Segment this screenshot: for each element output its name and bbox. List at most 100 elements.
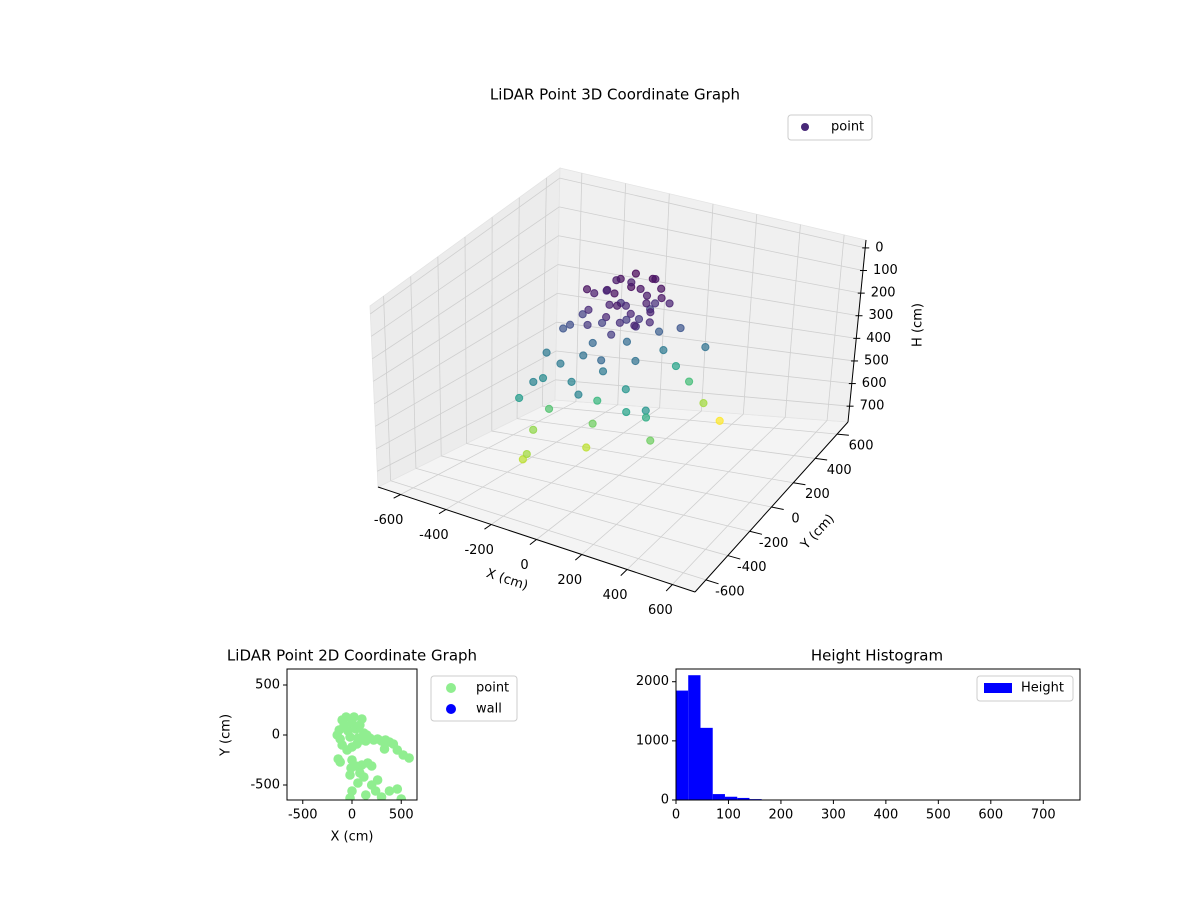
tick-mark <box>620 569 628 576</box>
point <box>345 732 355 742</box>
bar <box>688 675 701 800</box>
y-tick-label: 400 <box>827 463 852 478</box>
bar <box>676 690 689 800</box>
bar <box>737 797 750 800</box>
x-tick-label: -200 <box>464 543 494 558</box>
tick-mark <box>574 554 583 561</box>
point <box>345 793 355 800</box>
point <box>622 315 631 324</box>
grid-line <box>373 264 559 382</box>
bar <box>724 796 738 800</box>
point <box>574 390 583 399</box>
tick-mark <box>529 539 537 546</box>
point <box>671 361 681 371</box>
y-tick-label: 2000 <box>636 674 669 689</box>
point <box>642 291 652 300</box>
point <box>641 406 650 415</box>
point <box>622 407 631 417</box>
y-tick-label: 0 <box>272 728 280 743</box>
point <box>597 356 606 365</box>
grid-line <box>466 443 772 508</box>
point <box>610 289 619 298</box>
y-tick-label: 0 <box>661 793 669 808</box>
tick-mark <box>837 433 849 436</box>
point <box>590 289 599 298</box>
y-axis-label: Y (cm) <box>219 714 234 757</box>
point <box>357 714 367 724</box>
point <box>396 794 407 800</box>
point <box>529 377 538 387</box>
tick-mark <box>771 506 784 511</box>
point <box>621 301 631 310</box>
chart-title: LiDAR Point 2D Coordinate Graph <box>227 647 477 665</box>
x-tick-label: -400 <box>419 528 449 543</box>
legend-box <box>976 675 1074 702</box>
point <box>626 309 635 318</box>
point <box>602 313 611 322</box>
z-tick-label: 100 <box>873 263 898 278</box>
point <box>372 775 383 785</box>
point <box>515 393 524 403</box>
point <box>360 790 371 800</box>
tick-mark <box>438 509 447 515</box>
y-tick-label: -200 <box>759 536 789 551</box>
grid-line <box>377 379 556 472</box>
grid-line <box>371 206 560 337</box>
point <box>597 318 607 328</box>
chart-title: LiDAR Point 3D Coordinate Graph <box>490 86 740 104</box>
point <box>641 413 651 422</box>
tick-mark <box>727 555 741 560</box>
point <box>584 305 593 314</box>
point <box>529 425 538 434</box>
x-tick-label: 0 <box>520 558 528 573</box>
point <box>701 343 710 352</box>
grid-line <box>559 177 866 249</box>
point <box>582 285 592 294</box>
point <box>615 318 624 327</box>
point <box>346 763 356 773</box>
point <box>630 321 639 330</box>
point <box>384 786 395 796</box>
point <box>567 377 576 386</box>
point <box>366 761 377 771</box>
point <box>646 436 655 445</box>
point <box>582 443 591 452</box>
point <box>593 396 602 405</box>
point <box>657 284 666 293</box>
point <box>621 385 630 394</box>
point <box>676 323 685 333</box>
legend-label: point <box>476 681 509 696</box>
x-tick-label: 200 <box>557 573 582 588</box>
point <box>684 377 694 386</box>
x-tick-label: -500 <box>288 808 318 823</box>
point <box>542 348 551 357</box>
y-tick-label: -600 <box>715 584 745 599</box>
bar <box>712 794 725 800</box>
grid-line <box>558 235 861 294</box>
chart-title: Height Histogram <box>811 647 943 665</box>
point <box>654 327 664 336</box>
point <box>598 367 608 376</box>
grid-line <box>374 293 558 405</box>
point <box>353 778 363 788</box>
legend-box <box>787 114 873 141</box>
y-tick-label: -500 <box>250 778 280 793</box>
x-tick-label: 500 <box>389 808 414 823</box>
point <box>355 768 365 778</box>
z-tick-label: 500 <box>864 353 889 368</box>
grid-line <box>491 430 794 484</box>
x-tick-label: 700 <box>1031 808 1056 823</box>
tick-mark <box>484 524 492 530</box>
tick-mark <box>749 530 763 535</box>
tick-mark <box>815 457 828 461</box>
tick-mark <box>793 482 806 486</box>
y-tick-label: 200 <box>805 487 830 502</box>
x-tick-label: 400 <box>873 808 898 823</box>
point <box>538 373 548 383</box>
point <box>544 404 554 413</box>
grid-line <box>376 350 557 450</box>
point <box>578 310 587 319</box>
point <box>634 314 644 324</box>
point <box>665 299 674 308</box>
legend-label: Height <box>1021 681 1064 696</box>
